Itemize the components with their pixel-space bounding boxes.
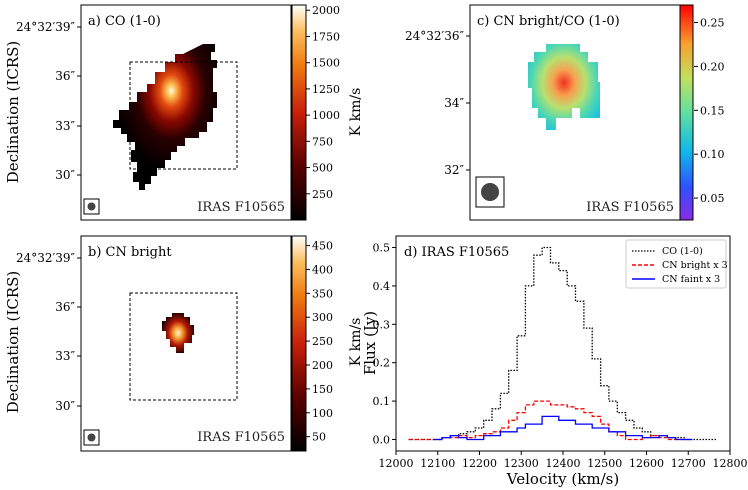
panel-a-source: IRAS F10565	[197, 200, 285, 215]
x-tick-label: 12700	[671, 457, 706, 470]
colorbar-tick-label: 50	[312, 431, 326, 444]
panel-b-ytick-3: 30″	[55, 399, 75, 413]
colorbar-tick-label: 150	[312, 383, 333, 396]
colorbar-tick-label: 0.05	[700, 192, 725, 205]
panel-a-ytick-0: 24°32′39″	[16, 20, 76, 34]
x-tick-label: 12500	[587, 457, 622, 470]
series-line-0	[408, 246, 718, 441]
panel-d-xlabel: Velocity (km/s)	[506, 470, 619, 488]
panel-a-label: a) CO (1-0)	[88, 14, 161, 29]
panel-b-label: b) CN bright	[88, 245, 172, 260]
panel-b-colorbar-ticks: 450 400 350 300 250 200 150 100 50	[306, 240, 333, 444]
legend-label-cn-bright: CN bright x 3	[662, 260, 728, 271]
x-tick-label: 12300	[504, 457, 539, 470]
x-tick-label: 12800	[713, 457, 748, 470]
panel-b-frame	[80, 235, 292, 452]
y-tick-label: 0.3	[373, 318, 391, 331]
panel-b-ytick-0: 24°32′39″	[16, 251, 76, 265]
x-tick-label: 12400	[546, 457, 581, 470]
panel-c-label: c) CN bright/CO (1-0)	[477, 14, 620, 29]
colorbar-tick-label: 0.20	[700, 60, 725, 73]
x-tick-label: 12000	[379, 457, 414, 470]
panel-c-ytick-0: 24°32′36″	[405, 29, 465, 43]
legend-frame	[625, 239, 727, 289]
colorbar-tick-label: 300	[312, 311, 333, 324]
panel-b-cn-map: b) CN bright IRAS F10565 24°32′39″ 36″ 3…	[4, 235, 364, 452]
panel-a-emission	[113, 44, 217, 190]
panel-a-colorbar-ticks: 2000 1750 1500 1250 1000 750 500 250	[306, 4, 340, 201]
panel-b-colorbar-label: K km/s	[348, 318, 364, 367]
panel-b-colorbar	[291, 235, 307, 452]
colorbar-tick-label: 450	[312, 240, 333, 253]
panel-b-beam	[87, 433, 96, 442]
y-tick-label: 0.1	[373, 395, 391, 408]
panel-d-label: d) IRAS F10565	[404, 245, 509, 260]
panel-a-beam-box	[83, 198, 100, 215]
legend-label-cn-faint: CN faint x 3	[662, 274, 720, 285]
panel-a-ytick-1: 36″	[55, 69, 75, 83]
colorbar-tick-label: 1250	[312, 83, 340, 96]
panel-d-ylabel: Flux (Jy)	[361, 311, 379, 375]
colorbar-tick-label: 250	[312, 335, 333, 348]
panel-b-dashed-box	[129, 292, 238, 401]
panel-a-colorbar	[291, 4, 307, 221]
panel-a-colorbar-label: K km/s	[348, 88, 364, 137]
series-line-2	[433, 415, 693, 441]
panel-d-axis-ticks: 12000 12100 12200 12300 12400 12500 12600 12700…	[373, 242, 748, 470]
colorbar-tick-label: 1000	[312, 109, 340, 122]
panel-a-dashed-box	[129, 61, 238, 170]
x-tick-label: 12200	[462, 457, 497, 470]
colorbar-tick-label: 2000	[312, 4, 340, 17]
panel-c-beam	[481, 183, 499, 201]
colorbar-tick-label: 400	[312, 263, 333, 276]
panel-b-ylabel: Declination (ICRS)	[4, 271, 22, 413]
y-tick-label: 0.5	[373, 242, 391, 255]
panel-d-series	[408, 246, 718, 441]
panel-b-emission	[162, 313, 194, 353]
panel-b-beam-box	[83, 429, 100, 446]
panel-c-colorbar-ticks: 0.25 0.20 0.15 0.10 0.05	[694, 17, 725, 205]
panel-a-ytick-2: 33″	[55, 119, 75, 133]
panel-b-yticks: 24°32′39″ 36″ 33″ 30″	[16, 251, 81, 413]
panel-c-colorbar	[679, 4, 694, 221]
panel-b-ytick-1: 36″	[55, 300, 75, 314]
colorbar-tick-label: 100	[312, 407, 333, 420]
colorbar-tick-label: 0.25	[700, 17, 725, 30]
panel-c-ytick-2: 32″	[444, 163, 464, 177]
x-tick-label: 12100	[420, 457, 455, 470]
panel-c-yticks: 24°32′36″ 34″ 32″	[405, 29, 470, 177]
panel-b-ytick-2: 33″	[55, 349, 75, 363]
colorbar-tick-label: 0.15	[700, 104, 725, 117]
colorbar-tick-label: 250	[312, 188, 333, 201]
panel-a-ytick-3: 30″	[55, 168, 75, 182]
panel-c-ytick-1: 34″	[444, 96, 464, 110]
colorbar-tick-label: 0.10	[700, 148, 725, 161]
panel-c-beam-box	[475, 176, 505, 208]
y-tick-label: 0.0	[373, 433, 391, 446]
colorbar-tick-label: 1750	[312, 30, 340, 43]
panel-d-legend: CO (1-0) CN bright x 3 CN faint x 3	[625, 239, 728, 289]
colorbar-tick-label: 350	[312, 287, 333, 300]
colorbar-tick-label: 200	[312, 359, 333, 372]
panel-d-spectrum: 12000 12100 12200 12300 12400 12500 12600 12700…	[361, 235, 748, 488]
panel-a-beam	[87, 202, 96, 211]
y-tick-label: 0.2	[373, 357, 391, 370]
colorbar-tick-label: 750	[312, 135, 333, 148]
colorbar-tick-label: 1500	[312, 57, 340, 70]
panel-b-source: IRAS F10565	[197, 430, 285, 445]
panel-a-ylabel: Declination (ICRS)	[4, 41, 22, 183]
panel-c-source: IRAS F10565	[586, 200, 674, 215]
colorbar-tick-label: 500	[312, 162, 333, 175]
series-line-1	[408, 400, 693, 441]
panel-a-yticks: 24°32′39″ 36″ 33″ 30″	[16, 20, 81, 182]
panel-a-co-map: a) CO (1-0) IRAS F10565 24°32′39″ 36″ 33…	[4, 4, 364, 221]
y-tick-label: 0.4	[373, 280, 391, 293]
x-tick-label: 12600	[629, 457, 664, 470]
panel-c-ratio-map: c) CN bright/CO (1-0) IRAS F10565 24°32′…	[405, 4, 725, 221]
panel-c-emission	[528, 44, 600, 130]
legend-label-co: CO (1-0)	[662, 246, 703, 257]
panel-c-frame	[469, 4, 681, 221]
